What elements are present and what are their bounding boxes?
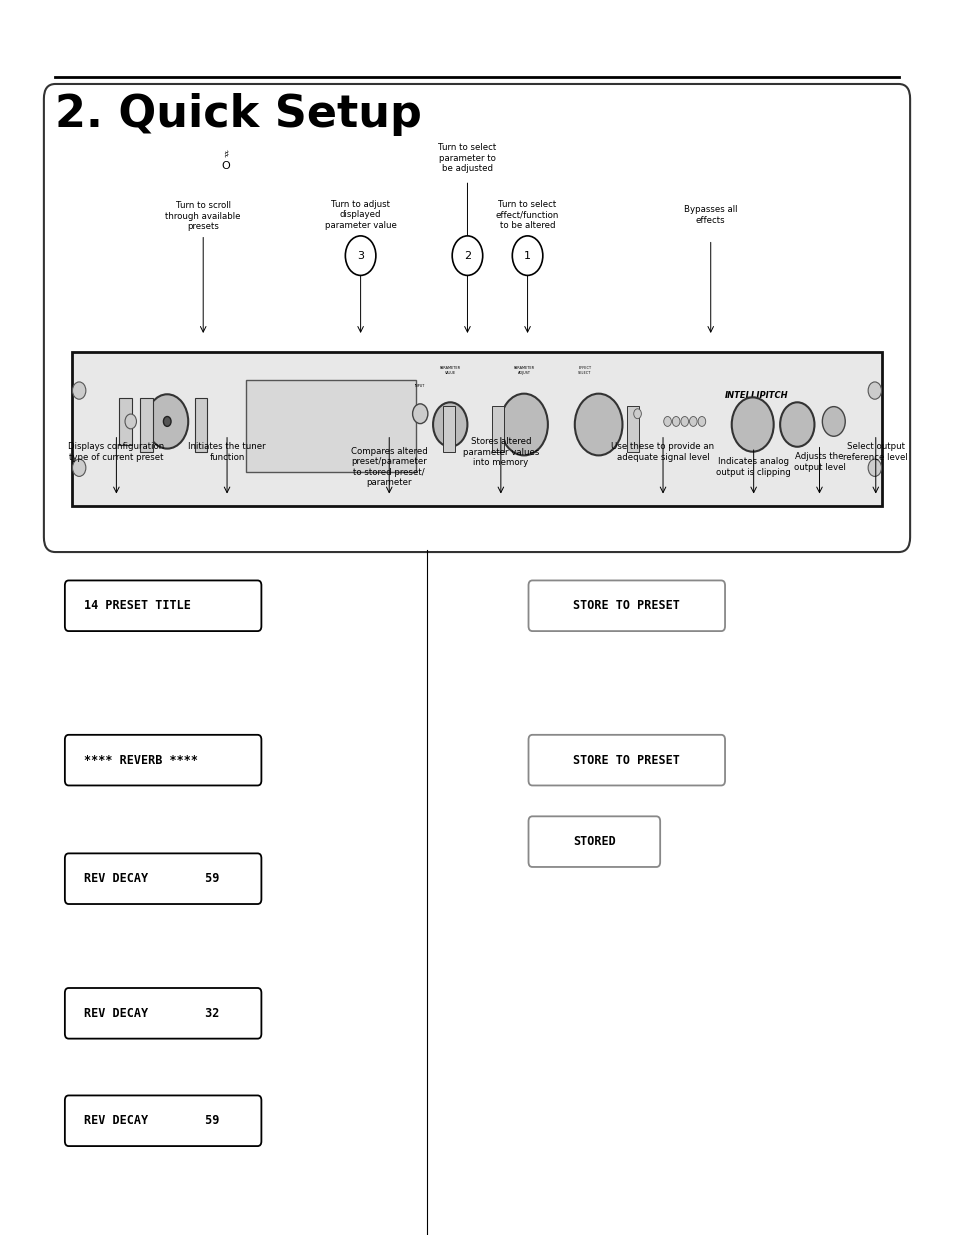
Text: Adjusts the
output level: Adjusts the output level: [793, 452, 844, 472]
Text: REV DECAY        59: REV DECAY 59: [84, 872, 219, 885]
Circle shape: [672, 416, 679, 426]
Text: Indicates analog
output is clipping: Indicates analog output is clipping: [716, 457, 790, 477]
Circle shape: [780, 403, 814, 447]
FancyBboxPatch shape: [65, 988, 261, 1039]
Bar: [491, 406, 503, 452]
Text: ROCKTRON: ROCKTRON: [272, 396, 341, 406]
FancyBboxPatch shape: [528, 580, 724, 631]
Circle shape: [821, 406, 844, 436]
Circle shape: [867, 459, 881, 477]
Text: INTELLIGENT PITCH SHIFTER: INTELLIGENT PITCH SHIFTER: [272, 438, 341, 445]
Circle shape: [867, 382, 881, 399]
Text: Turn to adjust
displayed
parameter value: Turn to adjust displayed parameter value: [324, 200, 396, 230]
FancyBboxPatch shape: [65, 853, 261, 904]
Text: INPUT: INPUT: [415, 384, 425, 388]
Text: 3: 3: [356, 251, 364, 261]
Text: Turn to select
parameter to
be adjusted: Turn to select parameter to be adjusted: [437, 143, 497, 173]
Circle shape: [452, 236, 482, 275]
Circle shape: [163, 416, 171, 426]
Circle shape: [433, 403, 467, 447]
Text: Displays configuration
type of current preset: Displays configuration type of current p…: [69, 442, 164, 462]
Text: ♯
O: ♯ O: [221, 149, 231, 172]
Text: Bypasses all
effects: Bypasses all effects: [683, 205, 737, 225]
Circle shape: [412, 404, 427, 424]
Circle shape: [499, 394, 547, 456]
Text: PARAMETER
ADJUST: PARAMETER ADJUST: [513, 367, 534, 374]
Text: **** REVERB ****: **** REVERB ****: [84, 753, 197, 767]
Circle shape: [574, 394, 621, 456]
FancyBboxPatch shape: [65, 735, 261, 785]
Text: REV DECAY        32: REV DECAY 32: [84, 1007, 219, 1020]
Circle shape: [72, 459, 86, 477]
Bar: [626, 406, 639, 452]
Circle shape: [680, 416, 688, 426]
Text: STORED: STORED: [573, 835, 615, 848]
Bar: [118, 398, 132, 445]
Text: 1: 1: [523, 251, 531, 261]
Text: Turn to scroll
through available
presets: Turn to scroll through available presets: [165, 201, 241, 231]
Text: Stores altered
parameter values
into memory: Stores altered parameter values into mem…: [462, 437, 538, 467]
FancyBboxPatch shape: [65, 1095, 261, 1146]
Text: Use these to provide an
adequate signal level: Use these to provide an adequate signal …: [611, 442, 714, 462]
Circle shape: [689, 416, 697, 426]
Bar: [140, 399, 152, 452]
Circle shape: [731, 398, 773, 452]
Text: INTELLIPITCH: INTELLIPITCH: [724, 390, 788, 400]
FancyBboxPatch shape: [528, 735, 724, 785]
FancyBboxPatch shape: [246, 380, 416, 473]
Text: 2. Quick Setup: 2. Quick Setup: [55, 93, 422, 136]
FancyBboxPatch shape: [528, 816, 659, 867]
Circle shape: [698, 416, 705, 426]
Text: STORE TO PRESET: STORE TO PRESET: [573, 753, 679, 767]
Circle shape: [146, 394, 188, 448]
Text: Select output
reference level: Select output reference level: [842, 442, 907, 462]
Circle shape: [663, 416, 671, 426]
FancyBboxPatch shape: [71, 352, 882, 506]
Bar: [194, 399, 207, 452]
Text: EFFECT
SELECT: EFFECT SELECT: [578, 367, 591, 374]
Text: Compares altered
preset/parameter
to stored preset/
parameter: Compares altered preset/parameter to sto…: [351, 447, 427, 487]
Circle shape: [125, 414, 136, 429]
Text: Initiates the tuner
function: Initiates the tuner function: [188, 442, 266, 462]
Text: REV DECAY        59: REV DECAY 59: [84, 1114, 219, 1128]
Text: PARAMETER
VALUE: PARAMETER VALUE: [439, 367, 460, 374]
Text: Turn to select
effect/function
to be altered: Turn to select effect/function to be alt…: [496, 200, 558, 230]
Text: STORE TO PRESET: STORE TO PRESET: [573, 599, 679, 613]
FancyBboxPatch shape: [65, 580, 261, 631]
Text: Noise Mechanics: Noise Mechanics: [739, 427, 773, 431]
FancyBboxPatch shape: [44, 84, 909, 552]
Circle shape: [633, 409, 640, 419]
Circle shape: [72, 382, 86, 399]
Circle shape: [345, 236, 375, 275]
Bar: [442, 406, 455, 452]
Text: 14 PRESET TITLE: 14 PRESET TITLE: [84, 599, 191, 613]
Text: 2: 2: [463, 251, 471, 261]
Circle shape: [512, 236, 542, 275]
